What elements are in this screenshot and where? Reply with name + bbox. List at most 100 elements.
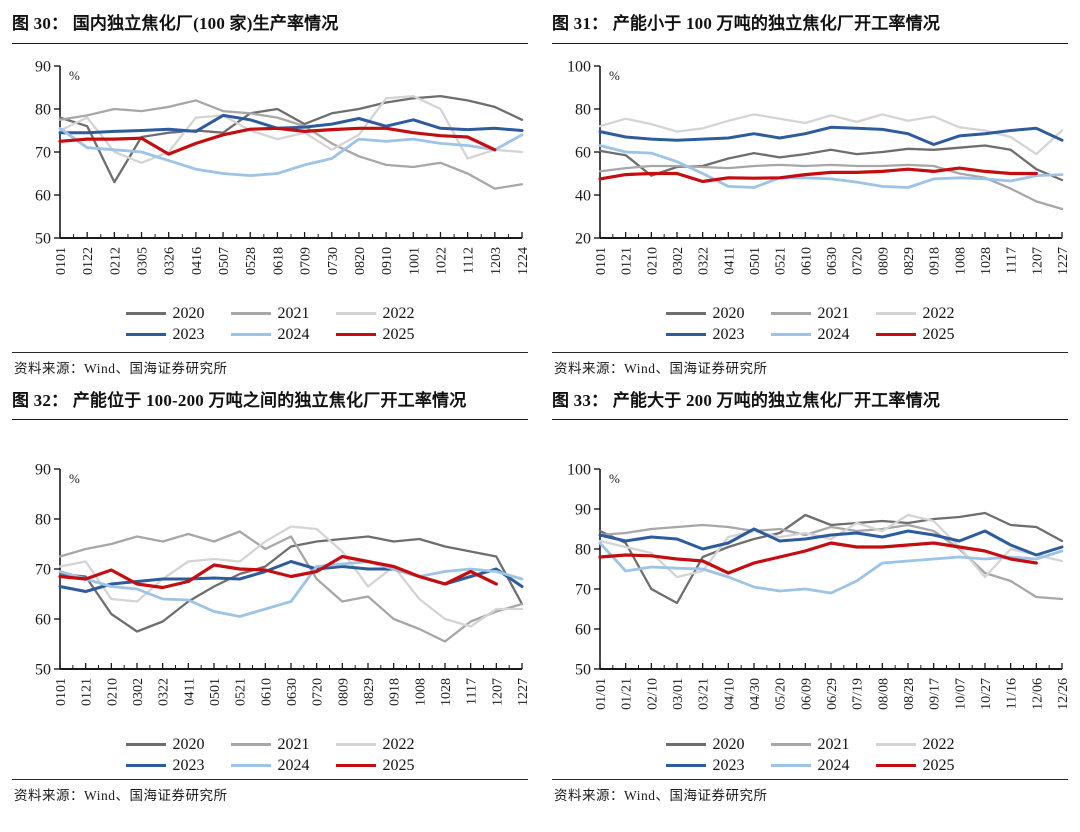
series-line-2025 [58,554,498,589]
x-tick-label: 1022 [434,247,449,275]
x-tick-label: 0411 [722,247,737,274]
y-tick-label: 70 [35,561,51,578]
legend-swatch-2020 [125,312,166,316]
legend-swatch-2023 [665,764,706,768]
x-tick-label: 0720 [311,678,326,706]
series-line-2022 [58,524,524,628]
legend-row: 2023 2024 2025 [125,325,415,344]
legend-item-2024: 2024 [230,325,310,344]
series-line-2024 [598,143,1064,189]
legend-label-2024: 2024 [277,325,310,343]
x-tick-label: 0521 [774,247,789,275]
legend-row: 2023 2024 2025 [125,756,415,775]
x-tick-label: 0411 [182,678,197,705]
x-tick-label: 08/08 [876,678,891,710]
x-tick-label: 0101 [54,678,69,706]
x-tick-label: 07/19 [851,678,866,710]
legend-swatch-2021 [230,743,271,747]
legend-item-2025: 2025 [875,756,955,775]
y-tick-label: 60 [35,611,51,628]
x-tick-label: 1207 [1030,247,1045,275]
x-tick-label: 0630 [285,678,300,706]
chart-legend-fig33: 2020 2021 2022 2023 2024 2025 [552,736,1068,775]
legend-swatch-2024 [230,333,271,337]
legend-row: 2023 2024 2025 [665,756,955,775]
x-tick-label: 0820 [353,247,368,275]
y-tick-label: 50 [575,661,591,678]
x-tick-label: 0618 [271,247,286,275]
series-line-2023 [58,113,524,134]
x-tick-label: 0326 [163,247,178,275]
x-tick-label: 0829 [902,247,917,275]
x-tick-label: 0121 [80,678,95,706]
y-tick-label: 90 [575,501,591,518]
source-note: 资料来源：Wind、国海证券研究所 [552,351,1068,383]
legend-swatch-2021 [770,743,811,747]
x-tick-label: 1227 [516,678,528,706]
legend-label-2025: 2025 [922,756,955,774]
x-tick-label: 12/06 [1030,678,1045,710]
legend-item-2021: 2021 [770,736,850,754]
x-tick-label: 0122 [81,247,96,275]
x-tick-label: 1207 [490,678,505,706]
x-tick-label: 0302 [671,247,686,275]
x-tick-label: 0918 [928,247,943,275]
x-tick-label: 05/20 [774,678,789,710]
y-tick-label: 80 [575,101,591,118]
y-tick-label: 90 [35,58,51,75]
legend-item-2020: 2020 [125,735,205,754]
x-tick-label: 1112 [462,247,477,274]
legend-item-2022: 2022 [335,736,415,754]
source-text: 资料来源：Wind、国海证券研究所 [554,787,768,803]
legend-swatch-2023 [665,333,706,337]
legend-item-2023: 2023 [125,326,205,344]
x-tick-label: 03/21 [697,678,712,710]
panel-fig32: 图 32： 产能位于 100-200 万吨之间的独立焦化厂开工率情况 50 60 7… [0,383,540,810]
x-tick-label: 0730 [326,247,341,275]
x-tick-label: 0528 [244,247,259,275]
y-tick-label: 100 [567,58,591,75]
x-tick-label: 04/30 [748,678,763,710]
legend-label-2020: 2020 [712,304,745,322]
panel-fig31: 图 31： 产能小于 100 万吨的独立焦化厂开工率情况 20 40 60 80 100… [540,6,1080,383]
x-tick-label: 1028 [979,247,994,275]
y-unit-label: % [69,68,80,83]
legend-item-2025: 2025 [335,757,415,775]
y-tick-label: 70 [575,581,591,598]
legend-swatch-2022 [335,743,376,747]
legend-item-2022: 2022 [875,736,955,754]
legend-label-2024: 2024 [277,756,310,774]
legend-item-2021: 2021 [230,736,310,754]
x-tick-label: 08/28 [902,678,917,710]
x-tick-label: 0212 [108,247,123,275]
series-line-2020 [598,511,1064,604]
legend-label-2020: 2020 [172,735,205,753]
series-line-2021 [598,523,1064,600]
x-tick-label: 1028 [439,678,454,706]
legend-swatch-2024 [230,764,271,768]
legend-label-2021: 2021 [277,304,310,322]
y-tick-label: 80 [575,541,591,558]
y-tick-label: 50 [35,661,51,678]
legend-swatch-2020 [665,312,706,316]
x-tick-label: 11/16 [1005,678,1020,709]
legend-swatch-2025 [335,333,376,337]
x-tick-label: 0630 [825,247,840,275]
x-tick-label: 10/27 [979,678,994,710]
legend-row: 2023 2024 2025 [665,325,955,344]
legend-label-2024: 2024 [817,325,850,343]
legend-item-2023: 2023 [665,756,745,775]
source-text: 资料来源：Wind、国海证券研究所 [554,360,768,376]
y-tick-label: 100 [567,461,591,478]
chart-title-fig32: 图 32： 产能位于 100-200 万吨之间的独立焦化厂开工率情况 [12,387,528,421]
chart-legend-fig31: 2020 2021 2022 2023 2024 2025 [552,305,1068,344]
x-tick-label: 0101 [54,247,69,275]
legend-label-2023: 2023 [712,756,745,774]
legend-swatch-2023 [125,333,166,337]
series-line-2022 [598,513,1064,578]
x-tick-label: 1001 [407,247,422,275]
x-tick-label: 09/17 [928,678,943,710]
legend-label-2023: 2023 [712,325,745,343]
chart-canvas-fig33: 50 60 70 80 90 100 % 01/01 01/21 02/10 03/01 03/21 0… [567,461,1071,710]
x-tick-label: 0416 [190,247,205,275]
